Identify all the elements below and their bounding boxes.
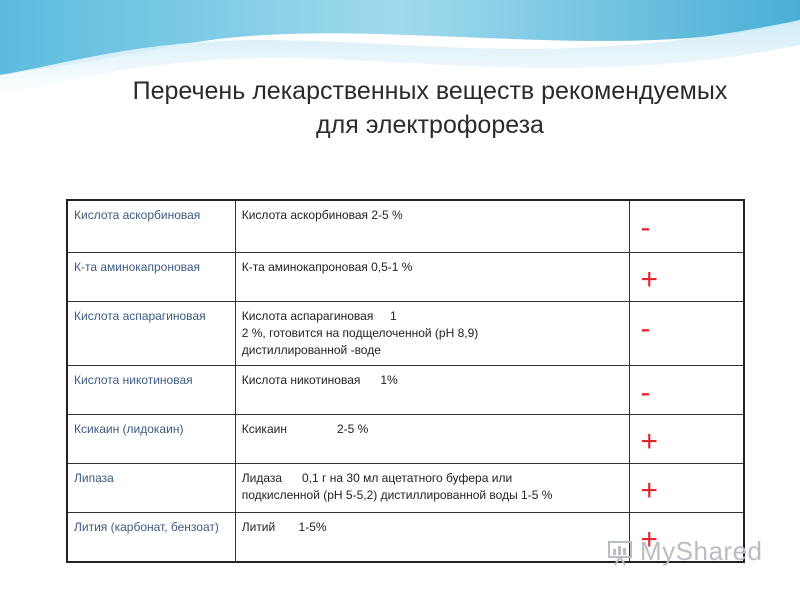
description-line: подкисленной (рН 5-5,2) дистиллированной… [241, 487, 553, 502]
table-row: Кислота никотиновая Кислота никотиновая 1… [66, 364, 745, 415]
drug-name-cell: Кислота аскорбиновая [66, 199, 236, 253]
polarity-sign: - [640, 311, 651, 345]
title-line-1: Перечень лекарственных веществ рекоменду… [132, 77, 728, 105]
myshared-logo: MyShared [606, 536, 763, 567]
table-row: К-та аминокапроновая К-та аминокапроновая… [66, 251, 745, 302]
drug-name-cell: Ксикаин (лидокаин) [66, 413, 236, 464]
polarity-cell: + [629, 511, 745, 562]
polarity-cell: - [629, 199, 745, 253]
description-line: Литий 1-5% [241, 519, 327, 534]
drug-name-cell: К-та аминокапроновая [66, 251, 236, 302]
description-line: Кислота аскорбиновая 2-5 % [241, 208, 403, 222]
table-row: Кислота аскорбиновая Кислота аскорбиновая… [66, 199, 745, 253]
polarity-sign: + [640, 424, 658, 458]
description-line: Ксикаин 2-5 % [241, 421, 369, 436]
polarity-sign: - [640, 211, 651, 244]
polarity-sign: - [640, 375, 651, 409]
presentation-board-icon [608, 540, 632, 566]
drug-description-cell: Кислота никотиновая 1% [234, 364, 631, 415]
drug-name-cell: Кислота никотиновая [66, 364, 236, 415]
drug-description-cell: Кислота аскорбиновая 2-5 % [234, 199, 631, 253]
slide-title: Перечень лекарственных веществ рекоменду… [60, 74, 800, 142]
description-line: Кислота никотиновая 1% [241, 372, 398, 387]
table-row: Ксикаин (лидокаин) Ксикаин 2-5 % + [66, 413, 745, 464]
drug-name-cell: Кислота аспарагиновая [66, 300, 236, 366]
table-row: Кислота аспарагиновая Кислота аспарагинов… [66, 300, 745, 366]
header-wave-decoration [0, 0, 800, 110]
drug-description-cell: Кислота аспарагиновая 1 2 %, готовится на… [234, 300, 631, 366]
drug-description-cell: Лидаза 0,1 г на 30 мл ацетатного буфера … [234, 462, 631, 513]
description-line: К-та аминокапроновая 0,5-1 % [241, 259, 413, 274]
polarity-sign: + [640, 262, 658, 296]
description-line: Кислота аспарагиновая 1 [241, 308, 397, 323]
polarity-cell: + [629, 462, 745, 513]
polarity-cell: + [629, 251, 745, 302]
drug-name-cell: Липаза [66, 462, 236, 513]
drug-description-cell: К-та аминокапроновая 0,5-1 % [234, 251, 631, 302]
description-line: дистиллированной -воде [241, 342, 381, 357]
logo-text: MyShared [640, 536, 763, 566]
title-line-2: для электрофореза [316, 111, 544, 139]
description-line: Лидаза 0,1 г на 30 мл ацетатного буфера … [241, 470, 513, 485]
description-line: 2 %, готовится на подщелоченной (рН 8,9) [241, 325, 479, 340]
drug-description-cell: Ксикаин 2-5 % [234, 413, 631, 464]
table-row: Липаза Лидаза 0,1 г на 30 мл ацетатного б… [66, 462, 745, 513]
polarity-cell: - [629, 300, 745, 366]
polarity-cell: - [629, 364, 745, 415]
polarity-sign: + [640, 473, 658, 507]
polarity-sign: + [640, 522, 658, 556]
drug-description-cell: Литий 1-5% [234, 511, 631, 562]
polarity-cell: + [629, 413, 745, 464]
table-row: Лития (карбонат, бензоат) Литий 1-5% + [66, 511, 745, 562]
drug-table: Кислота аскорбиновая Кислота аскорбиновая… [66, 199, 745, 563]
drug-name-cell: Лития (карбонат, бензоат) [66, 511, 236, 562]
